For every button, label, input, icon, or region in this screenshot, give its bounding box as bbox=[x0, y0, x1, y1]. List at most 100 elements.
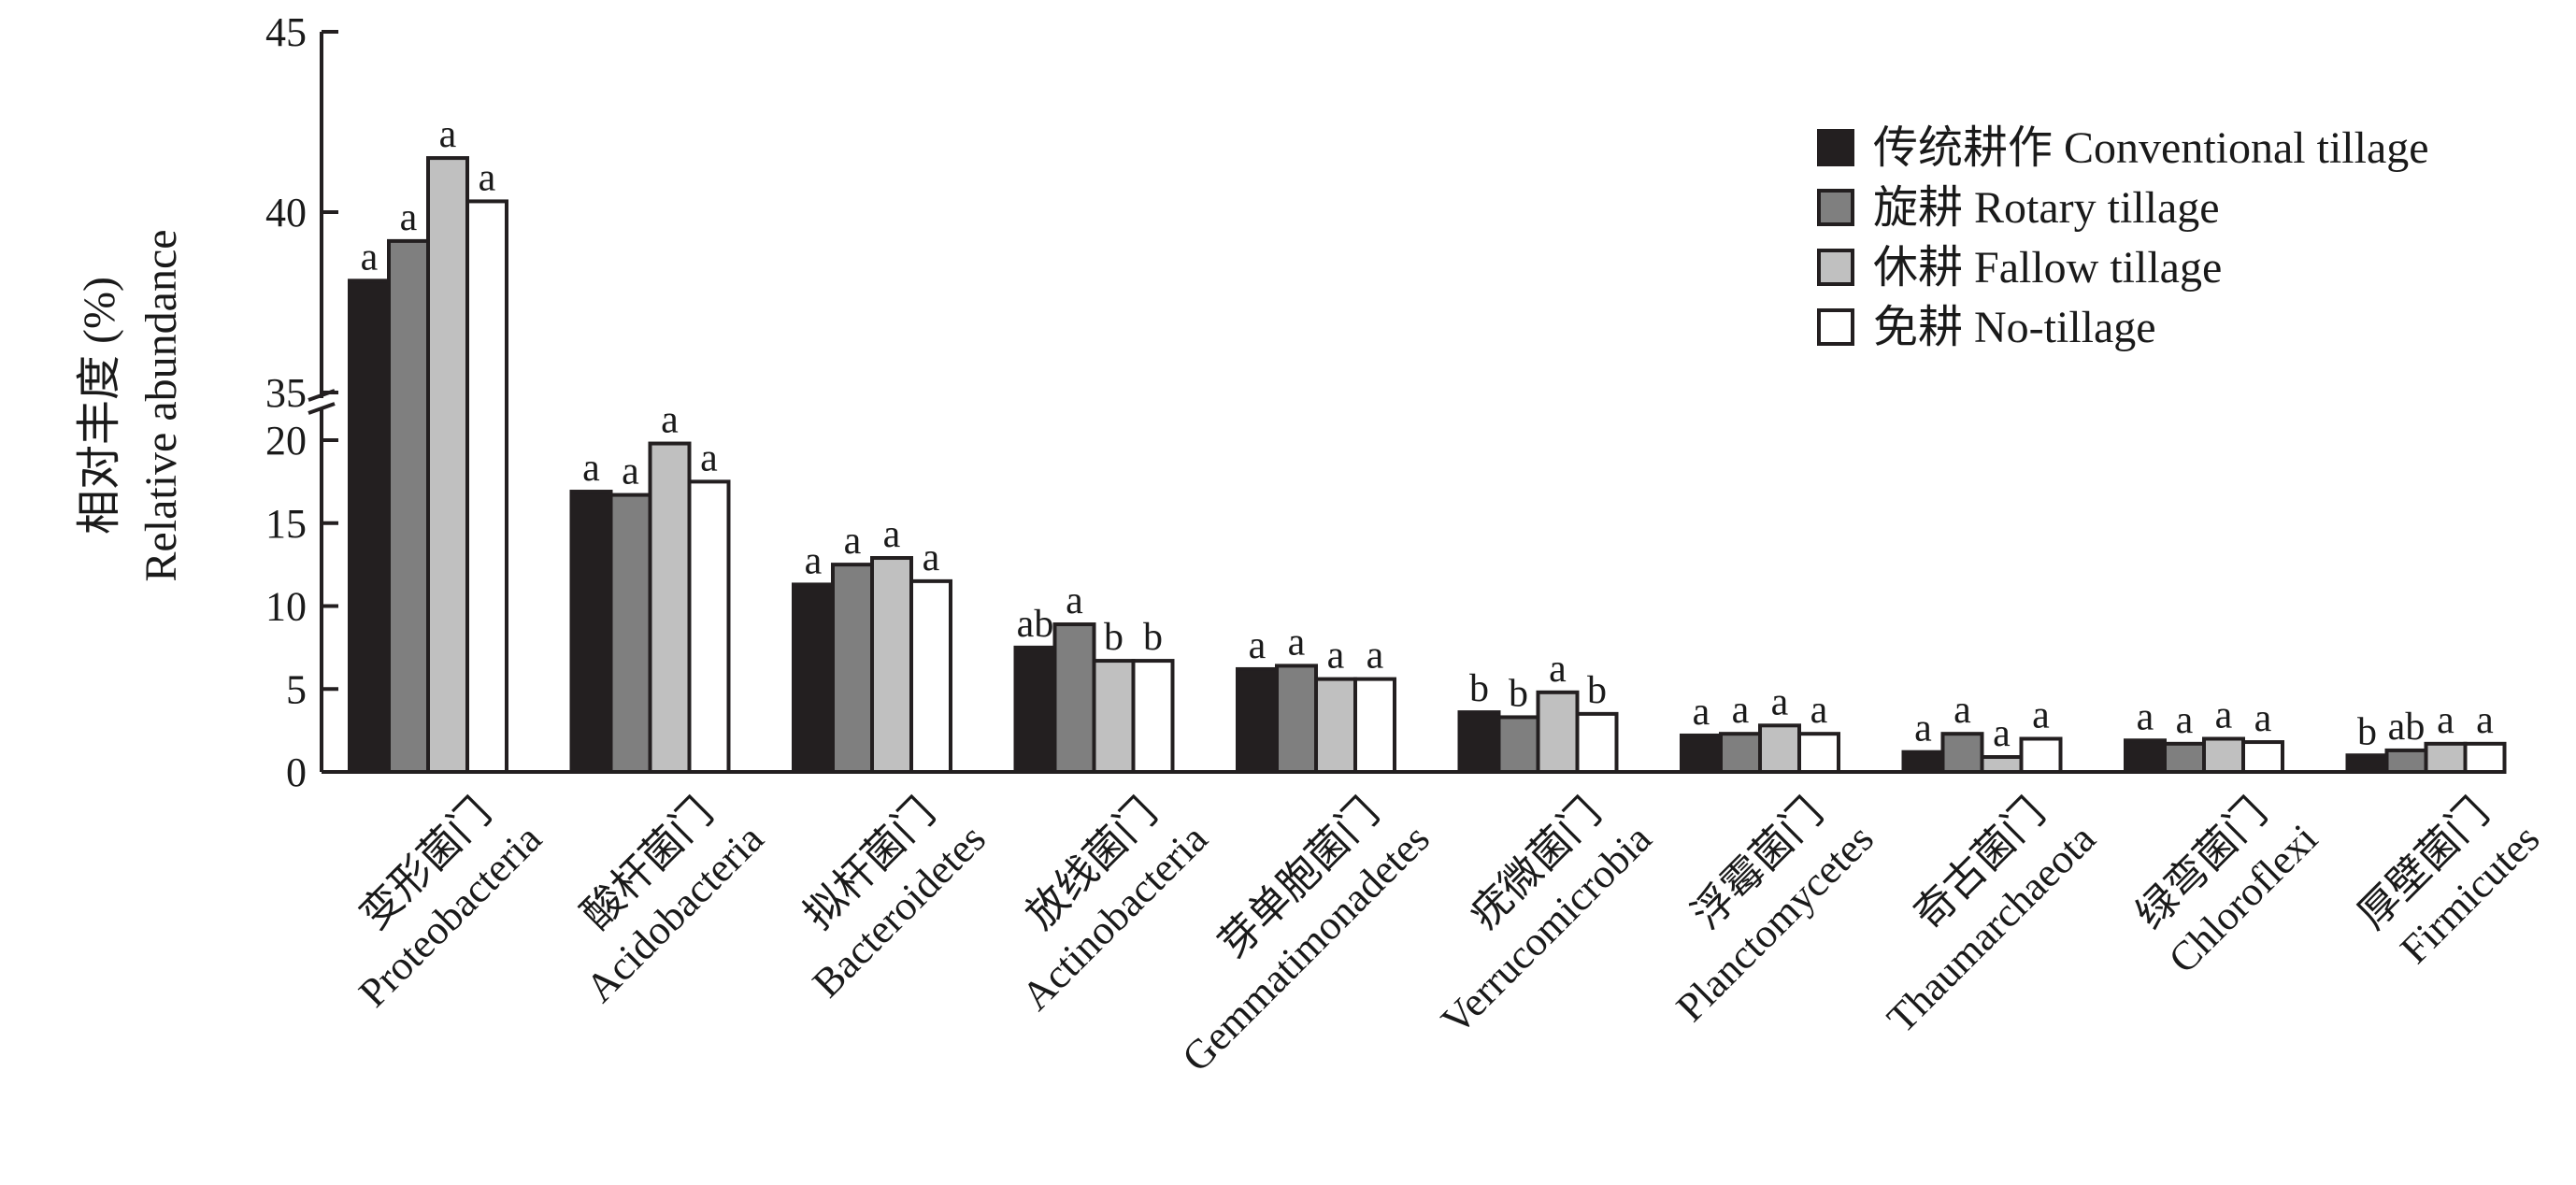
bar bbox=[1758, 723, 1801, 774]
bar bbox=[1092, 659, 1136, 775]
legend-label: 休耕 Fallow tillage bbox=[1873, 243, 2222, 293]
significance-letter: a bbox=[1953, 689, 1971, 732]
significance-letter: b bbox=[1143, 616, 1163, 659]
y-tick-label: 15 bbox=[265, 501, 307, 547]
bar bbox=[2424, 741, 2468, 775]
bar bbox=[1353, 677, 1396, 774]
bar bbox=[2202, 736, 2245, 774]
bar bbox=[348, 278, 391, 774]
significance-letter: a bbox=[1288, 621, 1306, 664]
significance-letter: a bbox=[1066, 579, 1083, 622]
bar bbox=[1901, 750, 1945, 775]
y-axis-label-en: Relative abundance bbox=[136, 229, 186, 581]
significance-letter: a bbox=[661, 399, 679, 442]
y-tick-label: 40 bbox=[265, 190, 307, 236]
significance-letter: a bbox=[1732, 689, 1750, 732]
bar bbox=[1680, 733, 1723, 775]
bar bbox=[1457, 710, 1501, 774]
bar bbox=[2384, 748, 2428, 774]
significance-letter: b bbox=[2357, 710, 2377, 753]
significance-letter: a bbox=[1914, 707, 1932, 750]
significance-letter: a bbox=[2437, 699, 2454, 742]
bar bbox=[1013, 645, 1057, 774]
significance-letter: a bbox=[622, 450, 639, 493]
bar bbox=[1719, 732, 1762, 774]
bar bbox=[1575, 711, 1619, 774]
significance-letter: b bbox=[1104, 616, 1123, 659]
legend-label: 旋耕 Rotary tillage bbox=[1873, 183, 2220, 233]
y-tick-label: 5 bbox=[286, 666, 307, 712]
legend-swatch bbox=[1817, 249, 1854, 286]
legend-swatch bbox=[1817, 129, 1854, 166]
bar bbox=[2124, 738, 2167, 775]
significance-letter: a bbox=[1810, 689, 1828, 732]
significance-letter: a bbox=[805, 539, 823, 582]
significance-letter: b bbox=[1469, 667, 1489, 710]
significance-letter: a bbox=[582, 447, 600, 490]
bar bbox=[1275, 664, 1318, 775]
y-tick-label: 20 bbox=[265, 418, 307, 464]
significance-letter: ab bbox=[1017, 603, 1054, 646]
y-tick-label: 35 bbox=[265, 370, 307, 416]
significance-letter: a bbox=[1993, 712, 2011, 755]
y-axis-label: 相对丰度 (%) Relative abundance bbox=[75, 229, 186, 581]
bar bbox=[2463, 741, 2507, 775]
significance-letter: a bbox=[479, 156, 496, 199]
significance-letter: b bbox=[1587, 669, 1607, 712]
significance-letter: a bbox=[1549, 648, 1567, 691]
legend-label: 传统耕作 Conventional tillage bbox=[1873, 123, 2429, 173]
y-tick-label: 45 bbox=[265, 9, 307, 55]
significance-letter: a bbox=[2215, 694, 2233, 737]
significance-letter: a bbox=[1693, 691, 1710, 734]
bar bbox=[2345, 753, 2389, 774]
significance-letter: a bbox=[2176, 699, 2194, 742]
bar bbox=[792, 582, 835, 774]
bar bbox=[1980, 755, 2024, 775]
bar bbox=[569, 490, 613, 775]
y-tick-label: 10 bbox=[265, 584, 307, 630]
significance-letter: a bbox=[400, 196, 418, 239]
bar bbox=[387, 238, 430, 774]
bar bbox=[1052, 622, 1096, 775]
bar bbox=[687, 479, 731, 774]
significance-letter: a bbox=[2254, 697, 2272, 740]
bars bbox=[348, 156, 2507, 775]
significance-letter: a bbox=[844, 520, 862, 563]
bar bbox=[2163, 741, 2206, 775]
legend-swatch bbox=[1817, 189, 1854, 226]
bar bbox=[465, 199, 508, 775]
bar bbox=[1236, 666, 1279, 775]
legend-label: 免耕 No-tillage bbox=[1873, 303, 2156, 352]
significance-letter: b bbox=[1509, 672, 1528, 715]
significance-letter: a bbox=[1327, 635, 1345, 678]
legend-swatch bbox=[1817, 308, 1854, 346]
significance-letter: a bbox=[2137, 695, 2154, 738]
bar bbox=[909, 578, 952, 774]
significance-letter: a bbox=[439, 113, 457, 156]
significance-letter: a bbox=[883, 513, 901, 556]
bar bbox=[648, 441, 692, 774]
significance-letter: a bbox=[1367, 635, 1384, 678]
legend: 传统耕作 Conventional tillage 旋耕 Rotary tilla… bbox=[1817, 123, 2429, 352]
significance-letter: a bbox=[361, 236, 379, 278]
bar bbox=[426, 156, 469, 775]
bar bbox=[831, 563, 874, 774]
bar bbox=[2019, 736, 2063, 774]
axis-break-mark bbox=[308, 402, 336, 415]
significance-letter: a bbox=[2476, 699, 2494, 742]
significance-letter: a bbox=[700, 436, 718, 479]
bar bbox=[1496, 715, 1540, 774]
